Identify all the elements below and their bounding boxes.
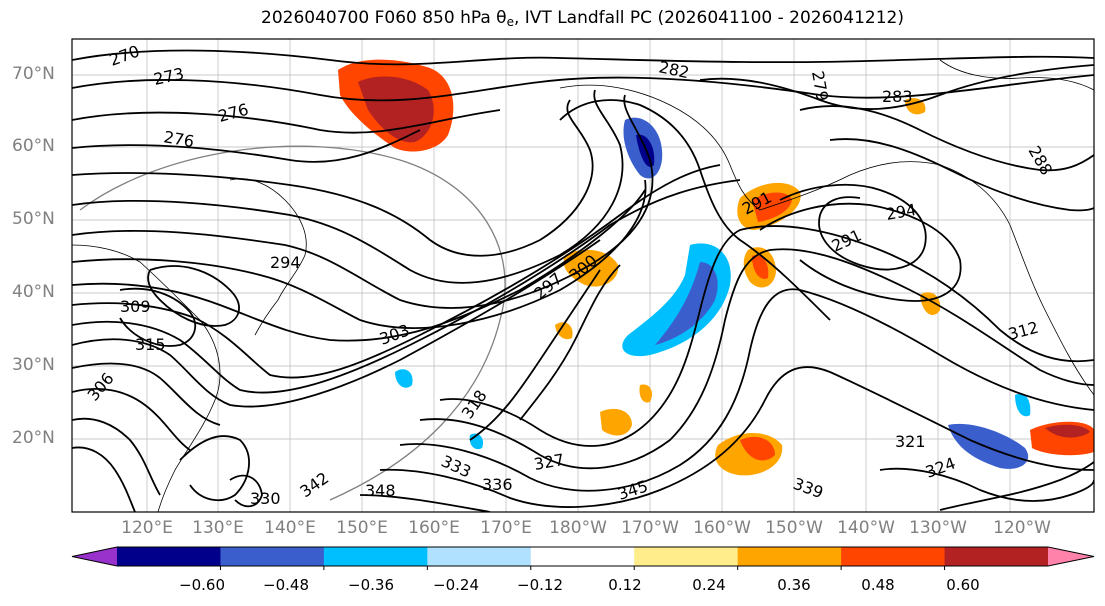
lat-label: 40°N [12, 282, 55, 302]
colorbar-extend-low [72, 547, 117, 566]
lon-label: 140°E [264, 518, 316, 538]
colorbar-segment [323, 547, 428, 566]
lon-label: 120°W [993, 518, 1051, 538]
colorbar-outline [71, 546, 1095, 567]
colorbar [71, 546, 1095, 570]
colorbar-tick-label: −0.36 [348, 576, 394, 594]
theta-subscript: e [506, 15, 514, 29]
colorbar-segment [220, 547, 325, 566]
contour-label: 348 [365, 481, 396, 500]
lat-label: 70°N [12, 64, 55, 84]
colorbar-segment [530, 547, 635, 566]
pc-shading [338, 59, 1094, 476]
theta-symbol: θ [496, 8, 507, 28]
colorbar-tick-label: 0.24 [692, 576, 726, 594]
lon-label: 170°E [480, 518, 532, 538]
contour-label: 283 [882, 87, 913, 106]
contour-label: 336 [482, 475, 513, 494]
lon-label: 140°W [837, 518, 895, 538]
lat-label: 20°N [12, 428, 55, 448]
colorbar-segment [944, 547, 1049, 566]
title-prefix: 2026040700 F060 850 hPa [261, 8, 497, 28]
colorbar-segment [427, 547, 532, 566]
gridlines [72, 39, 1094, 512]
contour-label: 330 [250, 489, 281, 508]
plot-area: 270 273 276 276 279 282 283 288 291 291 … [72, 39, 1094, 512]
contour-label: 309 [120, 297, 151, 316]
theta-e-contours [72, 49, 1094, 512]
colorbar-tick-label: 0.12 [608, 576, 642, 594]
colorbar-tick-label: −0.24 [433, 576, 479, 594]
lon-label: 130°W [909, 518, 967, 538]
colorbar-segment [737, 547, 842, 566]
coastlines [72, 59, 1094, 512]
lon-label: 160°W [693, 518, 751, 538]
colorbar-extend-high [1048, 547, 1094, 566]
lon-label: 150°E [336, 518, 388, 538]
lat-label: 30°N [12, 355, 55, 375]
contour-label: 294 [270, 253, 301, 272]
colorbar-segment [634, 547, 739, 566]
plot-frame [71, 38, 1095, 513]
lon-label: 160°E [408, 518, 460, 538]
colorbar-tick-label: 0.48 [861, 576, 895, 594]
lat-label: 60°N [12, 136, 55, 156]
colorbar-segment [841, 547, 946, 566]
lat-label: 50°N [12, 209, 55, 229]
colorbar-tick-label: 0.36 [777, 576, 811, 594]
lon-label: 120°E [121, 518, 173, 538]
map-title: 2026040700 F060 850 hPa θe, IVT Landfall… [0, 8, 1105, 29]
colorbar-tick-label: 0.60 [946, 576, 980, 594]
colorbar-tick-label: −0.12 [517, 576, 563, 594]
lon-label: 150°W [765, 518, 823, 538]
lon-label: 180°W [549, 518, 607, 538]
range-circle [79, 145, 506, 501]
lon-label: 130°E [192, 518, 244, 538]
contour-label: 315 [135, 335, 166, 354]
colorbar-segment [117, 547, 221, 566]
lon-label: 170°W [621, 518, 679, 538]
title-suffix: , IVT Landfall PC (2026041100 - 20260412… [513, 8, 904, 28]
contour-label: 321 [895, 432, 926, 451]
colorbar-tick-label: −0.60 [179, 576, 225, 594]
colorbar-tick-label: −0.48 [263, 576, 309, 594]
